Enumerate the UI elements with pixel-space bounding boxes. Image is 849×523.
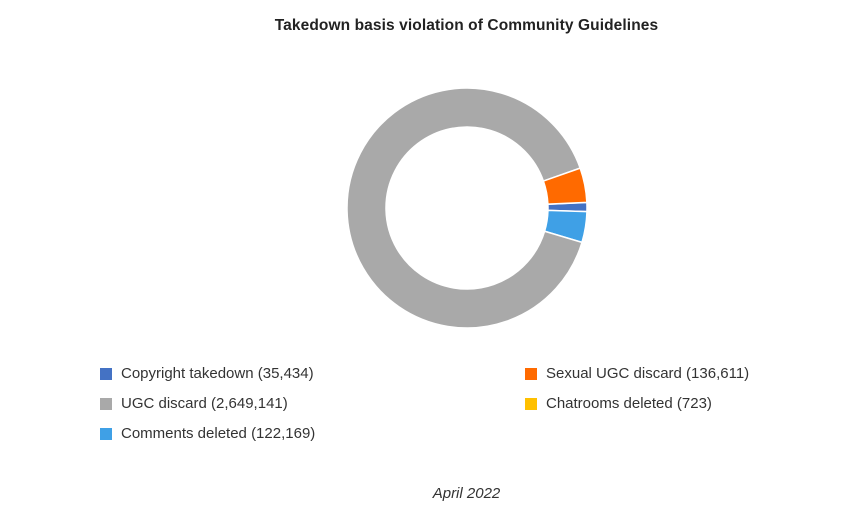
legend-label-copyright-takedown: Copyright takedown (35,434)	[121, 365, 314, 382]
donut-slice-sexual-ugc-discard[interactable]	[542, 167, 588, 205]
legend-item-sexual-ugc-discard[interactable]: Sexual UGC discard (136,611)	[525, 365, 749, 382]
legend-item-chatrooms-deleted[interactable]: Chatrooms deleted (723)	[525, 395, 712, 412]
legend-label-chatrooms-deleted: Chatrooms deleted (723)	[546, 395, 712, 412]
legend-item-comments-deleted[interactable]: Comments deleted (122,169)	[100, 425, 315, 442]
chart-title: Takedown basis violation of Community Gu…	[274, 17, 659, 34]
legend-label-comments-deleted: Comments deleted (122,169)	[121, 425, 316, 442]
legend-swatch-chatrooms-deleted	[525, 397, 537, 410]
legend-swatch-comments-deleted	[100, 427, 112, 440]
legend-item-copyright-takedown[interactable]: Copyright takedown (35,434)	[100, 365, 314, 382]
period-caption: April 2022	[432, 485, 501, 502]
legend-item-ugc-discard[interactable]: UGC discard (2,649,141)	[100, 395, 288, 412]
donut-slice-ugc-discard[interactable]	[346, 87, 583, 329]
legend-swatch-copyright-takedown	[100, 367, 112, 380]
legend-swatch-ugc-discard	[100, 397, 112, 410]
legend-label-ugc-discard: UGC discard (2,649,141)	[121, 395, 288, 412]
legend-swatch-sexual-ugc-discard	[525, 367, 537, 380]
legend-label-sexual-ugc-discard: Sexual UGC discard (136,611)	[546, 365, 750, 382]
